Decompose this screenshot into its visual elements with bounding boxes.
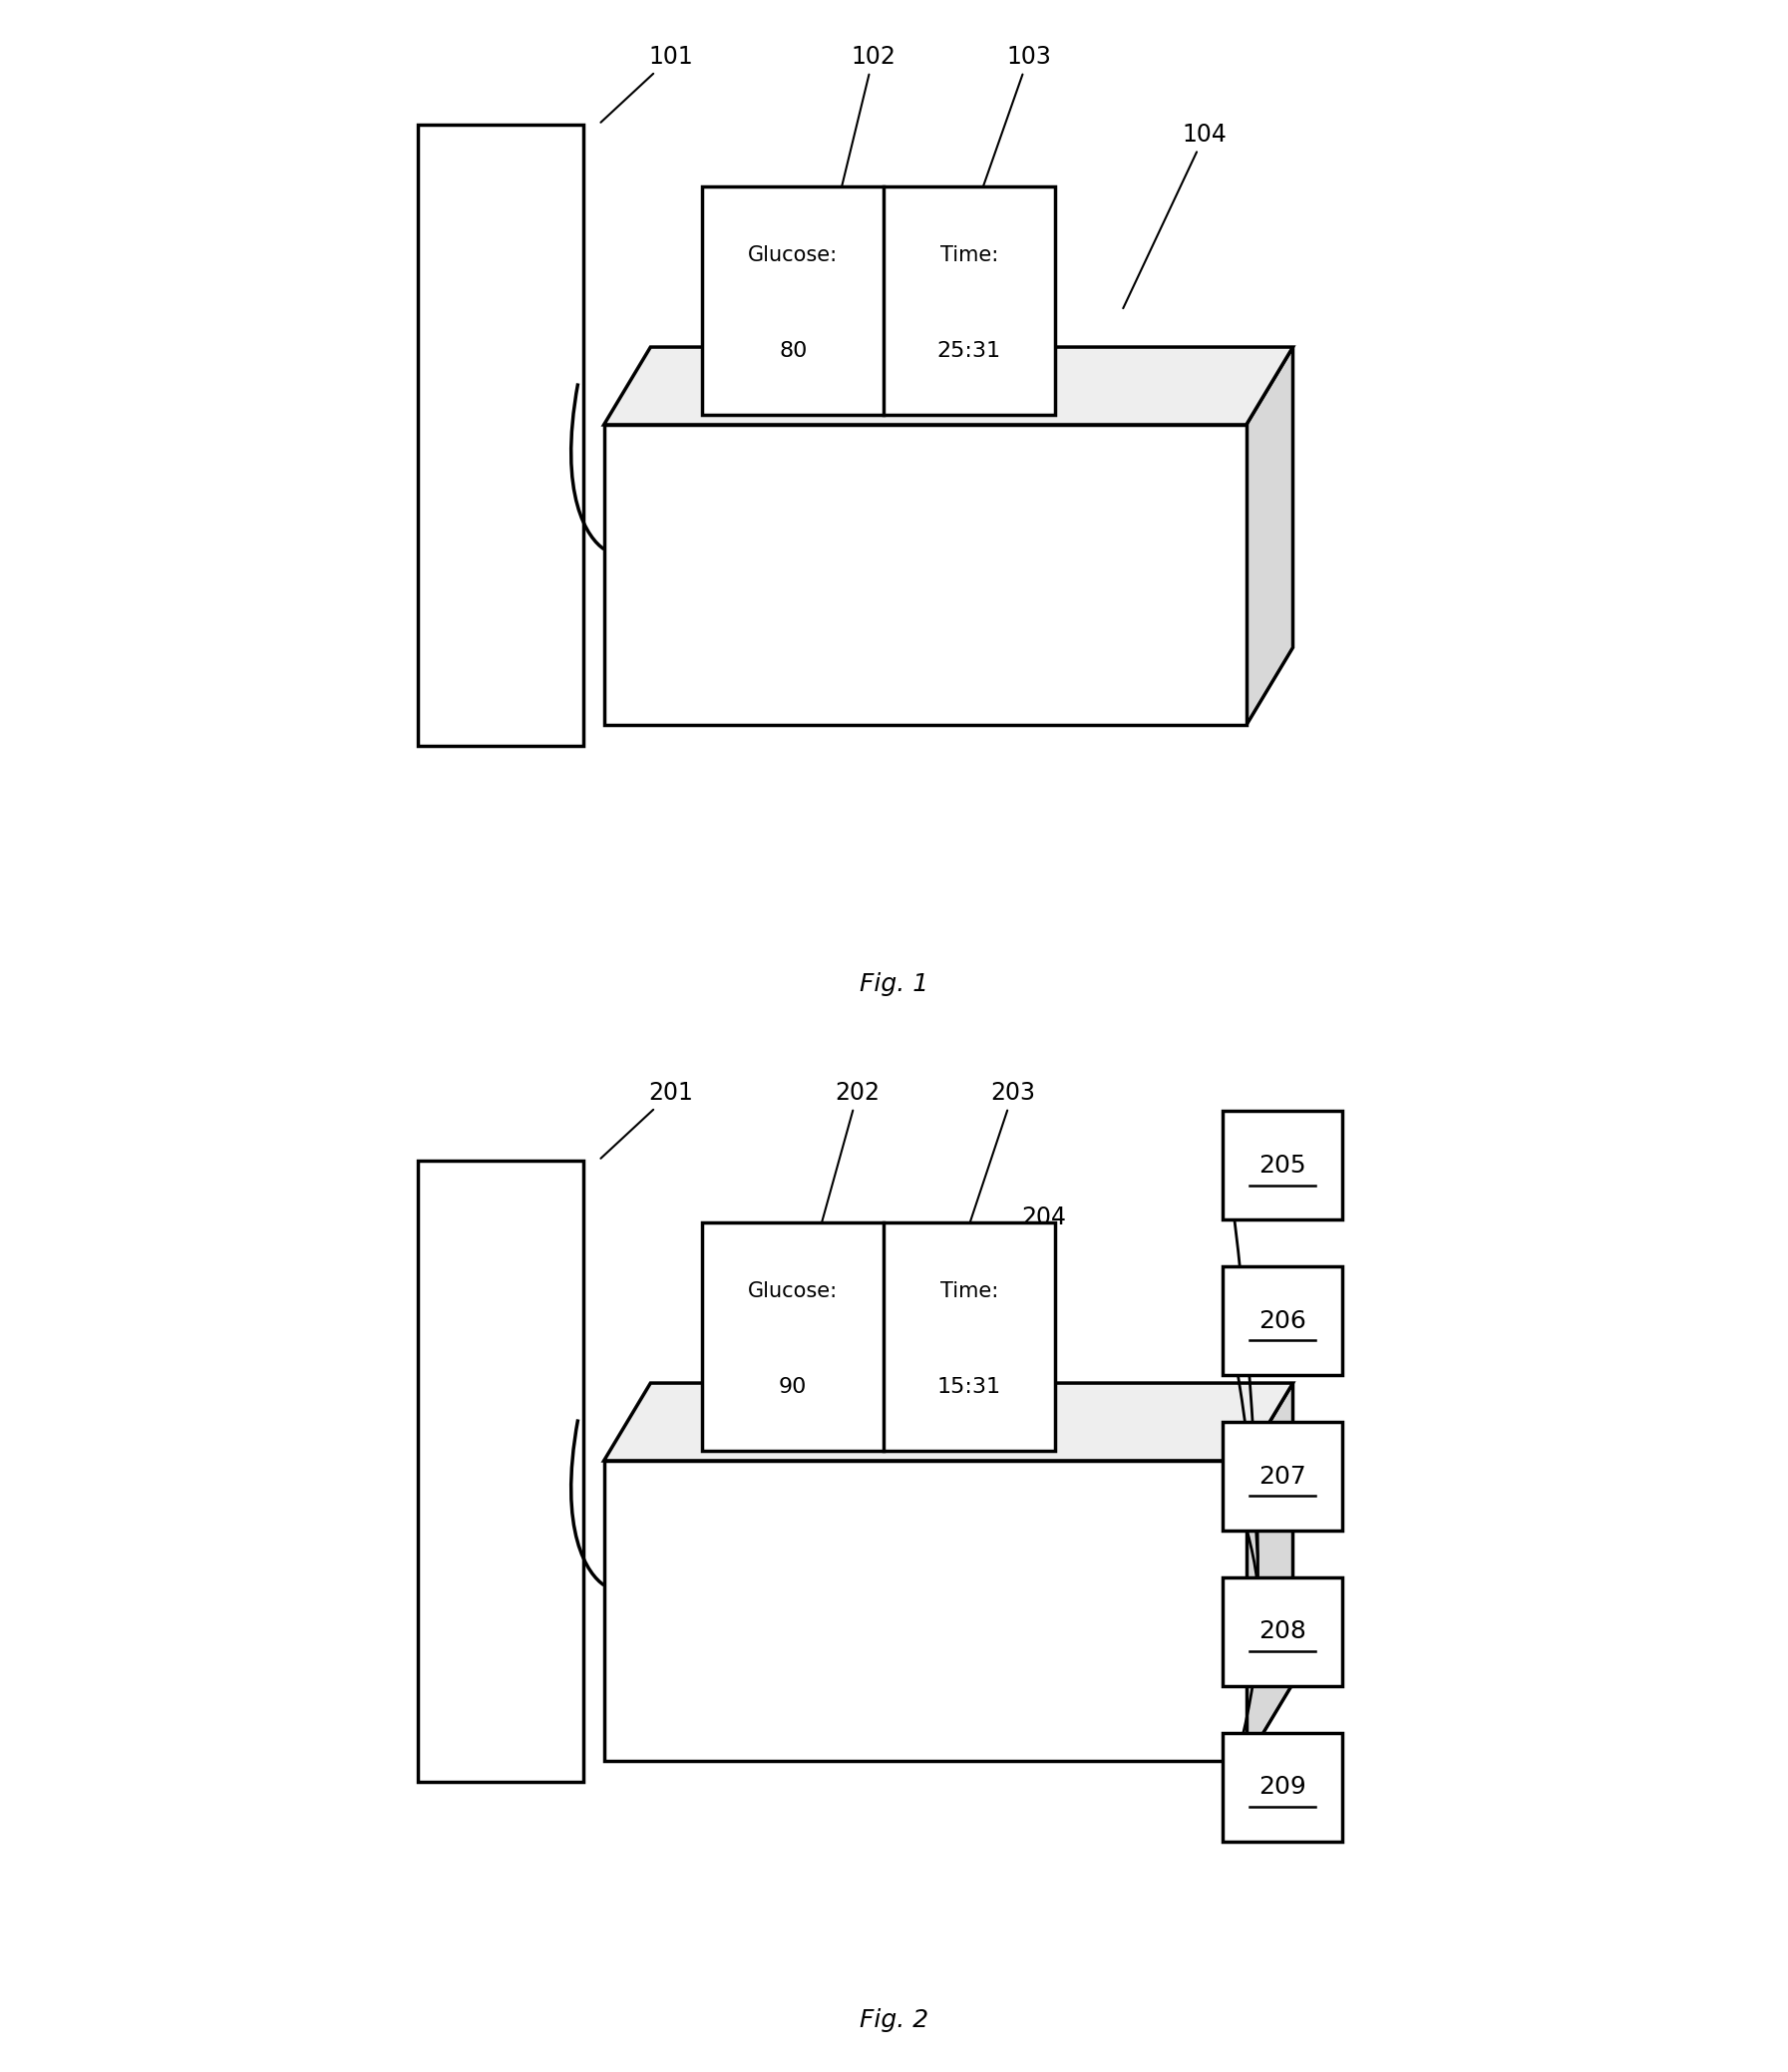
Text: 209: 209 (1259, 1776, 1307, 1798)
Polygon shape (1246, 348, 1293, 725)
Polygon shape (1246, 1384, 1293, 1761)
Text: 208: 208 (1259, 1620, 1307, 1643)
Text: Glucose:: Glucose: (747, 244, 839, 265)
Text: Fig. 2: Fig. 2 (860, 2008, 928, 2033)
Text: Fig. 1: Fig. 1 (860, 972, 928, 997)
Bar (1223, 1111, 1343, 1220)
Bar (1223, 1577, 1343, 1687)
Polygon shape (604, 348, 1293, 425)
Bar (703, 1222, 1055, 1450)
Text: 205: 205 (1259, 1154, 1307, 1177)
Text: 25:31: 25:31 (937, 340, 1001, 361)
Text: 103: 103 (962, 46, 1051, 247)
Text: 201: 201 (601, 1082, 694, 1158)
Text: Time:: Time: (940, 244, 998, 265)
Text: 80: 80 (780, 340, 806, 361)
Text: 101: 101 (601, 46, 694, 122)
Polygon shape (604, 1384, 1293, 1461)
Polygon shape (604, 425, 1246, 725)
Text: 204: 204 (998, 1206, 1067, 1349)
Text: 206: 206 (1259, 1310, 1307, 1332)
Polygon shape (604, 1461, 1246, 1761)
Bar (417, 124, 583, 746)
Bar (1223, 1266, 1343, 1376)
Text: 202: 202 (806, 1082, 880, 1276)
Text: 207: 207 (1259, 1465, 1307, 1488)
Bar (1223, 1421, 1343, 1531)
Text: 15:31: 15:31 (937, 1376, 1001, 1397)
Text: 90: 90 (780, 1376, 806, 1397)
Text: 104: 104 (1123, 122, 1227, 309)
Bar (417, 1160, 583, 1782)
Text: 203: 203 (951, 1082, 1035, 1276)
Bar (703, 186, 1055, 414)
Text: Glucose:: Glucose: (747, 1280, 839, 1301)
Bar (1223, 1732, 1343, 1842)
Text: Time:: Time: (940, 1280, 998, 1301)
Text: 102: 102 (828, 46, 896, 247)
